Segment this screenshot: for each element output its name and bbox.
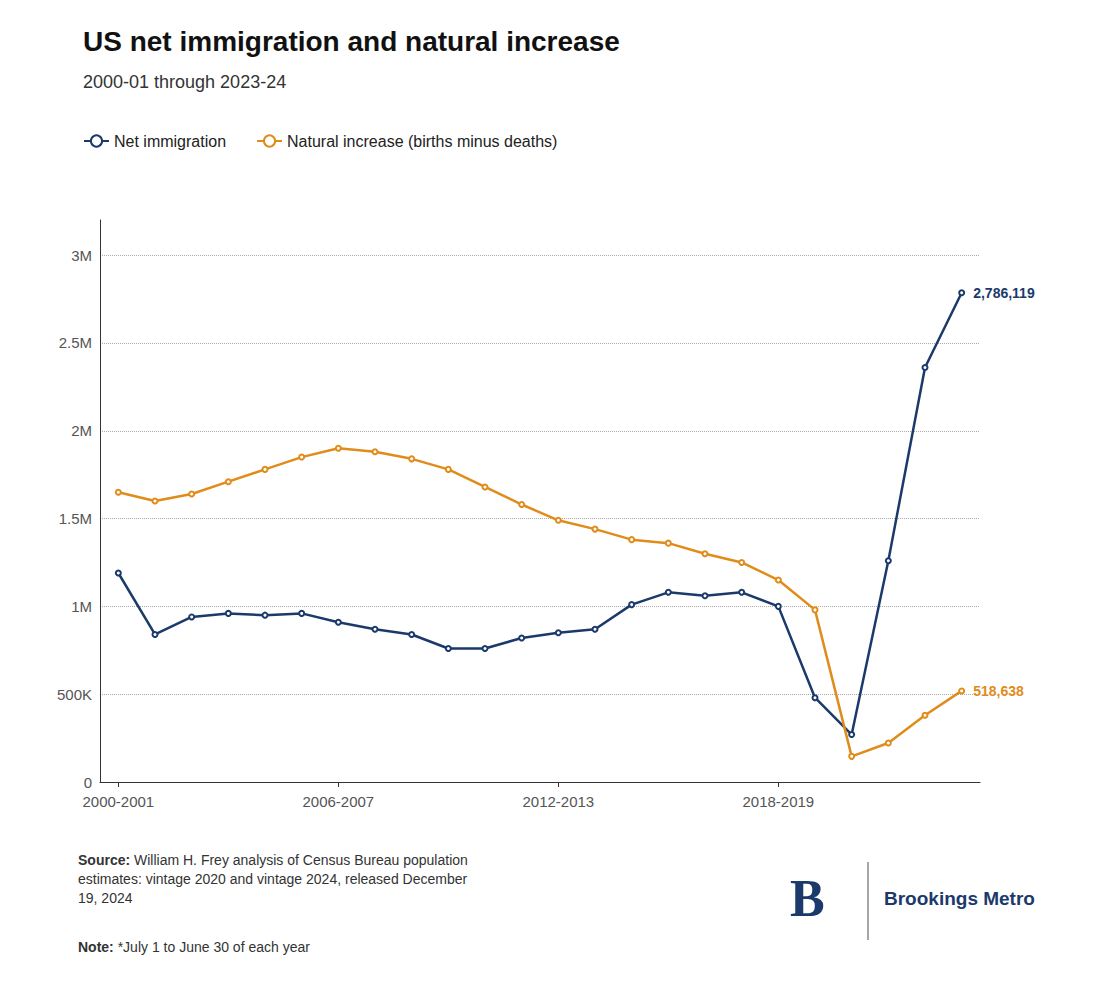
svg-text:B: B [790, 870, 825, 927]
svg-text:US net immigration and natural: US net immigration and natural increase [83, 26, 620, 57]
svg-text:Brookings Metro: Brookings Metro [884, 888, 1035, 909]
svg-text:518,638: 518,638 [973, 683, 1024, 699]
svg-text:William H. Frey analysis of Ce: William H. Frey analysis of Census Burea… [130, 852, 468, 868]
svg-text:2.5M: 2.5M [59, 334, 92, 351]
svg-text:2000-01 through 2023-24: 2000-01 through 2023-24 [83, 72, 286, 92]
svg-text:19, 2024: 19, 2024 [78, 890, 133, 906]
svg-text:estimates: vintage 2020 and vi: estimates: vintage 2020 and vintage 2024… [78, 871, 467, 887]
svg-text:2000-2001: 2000-2001 [82, 793, 154, 810]
svg-text:1M: 1M [71, 598, 92, 615]
svg-text:Source:: Source: [78, 852, 130, 868]
svg-text:500K: 500K [57, 686, 92, 703]
svg-text:Natural increase (births minus: Natural increase (births minus deaths) [287, 133, 557, 150]
svg-text:3M: 3M [71, 247, 92, 264]
svg-text:2018-2019: 2018-2019 [742, 793, 814, 810]
svg-text:2,786,119: 2,786,119 [973, 285, 1035, 301]
svg-text:2012-2013: 2012-2013 [522, 793, 594, 810]
svg-text:Net immigration: Net immigration [114, 133, 226, 150]
svg-text:Note:: Note: [78, 939, 114, 955]
svg-text:2M: 2M [71, 422, 92, 439]
svg-text:0: 0 [84, 774, 92, 791]
svg-text:*July 1 to June 30 of each yea: *July 1 to June 30 of each year [114, 939, 310, 955]
svg-text:1.5M: 1.5M [59, 510, 92, 527]
svg-text:2006-2007: 2006-2007 [302, 793, 374, 810]
